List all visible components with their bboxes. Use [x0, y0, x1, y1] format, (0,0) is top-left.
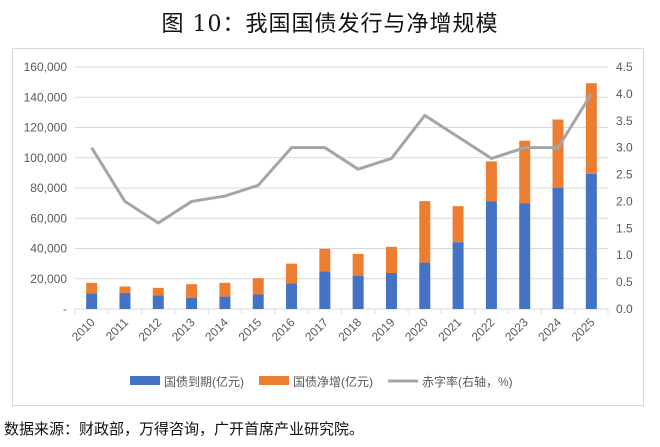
bar: [152, 295, 164, 309]
x-tick-label: 2017: [302, 315, 331, 344]
x-tick-label: 2018: [335, 315, 364, 344]
bar: [352, 276, 364, 309]
legend-label: 国债净增(亿元): [293, 374, 373, 389]
bar: [552, 188, 564, 309]
bar: [286, 263, 298, 284]
bar: [252, 278, 264, 295]
bar: [519, 140, 531, 204]
x-tick-label: 2020: [402, 315, 431, 344]
bar: [352, 253, 364, 277]
bar: [552, 119, 564, 188]
bar: [319, 248, 331, 272]
bar: [286, 283, 298, 309]
bar: [119, 292, 131, 309]
x-tick-label: 2013: [169, 315, 198, 344]
legend-swatch: [130, 376, 160, 385]
x-tick-label: 2016: [269, 315, 298, 344]
x-tick-label: 2024: [535, 315, 564, 344]
bar: [252, 294, 264, 309]
y2-tick-label: 1.0: [616, 248, 633, 262]
x-tick-label: 2019: [369, 315, 398, 344]
y2-tick-label: 1.5: [616, 221, 633, 235]
bar: [219, 296, 231, 309]
y2-tick-label: 0.0: [616, 302, 633, 316]
bar: [385, 246, 397, 274]
y2-tick-label: 3.5: [616, 114, 633, 128]
legend-label: 国债到期(亿元): [164, 374, 244, 389]
bar: [219, 282, 231, 297]
source-note: 数据来源：财政部，万得咨询，广开首席产业研究院。: [4, 420, 365, 438]
y-tick-label: 40,000: [30, 242, 67, 256]
x-tick-label: 2012: [136, 315, 165, 344]
x-tick-label: 2014: [202, 315, 231, 344]
chart-frame: [12, 48, 644, 406]
y-tick-label: 160,000: [24, 60, 68, 74]
chart: - 20,000 40,000 60,000 80,000 100,000 120,000 1…: [24, 60, 633, 389]
x-tick-label: 2010: [69, 315, 98, 344]
y-tick-label: 100,000: [24, 151, 68, 165]
y-tick-label: 60,000: [30, 211, 67, 225]
legend-swatch: [259, 376, 289, 385]
bar: [186, 284, 198, 298]
bar: [585, 83, 597, 174]
y2-tick-label: 4.5: [616, 60, 633, 74]
bar: [485, 201, 497, 309]
y2-tick-label: 2.5: [616, 168, 633, 182]
bar: [519, 203, 531, 309]
bar: [452, 206, 464, 243]
bar: [452, 242, 464, 309]
bar: [585, 173, 597, 309]
bar: [419, 262, 431, 309]
x-tick-label: 2023: [502, 315, 531, 344]
x-tick-label: 2011: [103, 315, 131, 343]
y-tick-label: 20,000: [30, 272, 67, 286]
bar: [385, 273, 397, 309]
bar: [319, 271, 331, 309]
bar: [186, 297, 198, 309]
y-tick-label: -: [63, 302, 67, 316]
line-series: [90, 93, 593, 225]
x-tick-label: 2021: [435, 315, 464, 344]
y2-tick-label: 0.5: [616, 275, 633, 289]
bar: [485, 161, 497, 202]
x-tick-label: 2025: [569, 315, 598, 344]
legend-label: 赤字率(右轴，%): [422, 374, 513, 389]
y-tick-label: 140,000: [24, 90, 68, 104]
y-tick-label: 120,000: [24, 121, 68, 135]
bar: [152, 287, 164, 296]
bar: [86, 293, 98, 309]
y-tick-label: 80,000: [30, 181, 67, 195]
y2-tick-label: 2.0: [616, 194, 633, 208]
chart-title: 图 10：我国国债发行与净增规模: [161, 12, 499, 37]
y2-tick-label: 4.0: [616, 87, 633, 101]
x-tick-label: 2015: [236, 315, 265, 344]
bar: [419, 201, 431, 263]
bar: [119, 286, 131, 293]
bar: [86, 282, 98, 294]
y2-tick-label: 3.0: [616, 141, 633, 155]
x-tick-label: 2022: [469, 315, 498, 344]
